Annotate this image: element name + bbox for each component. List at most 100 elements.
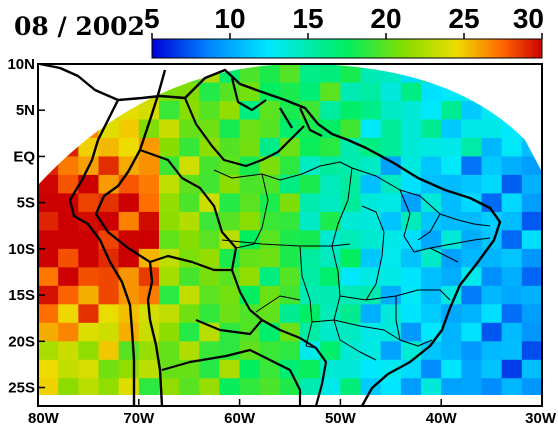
colorbar-ticks <box>151 33 543 39</box>
heatmap-cell <box>138 341 160 361</box>
heatmap-cell <box>461 156 483 176</box>
longitude-tick-label: 30W <box>525 410 557 427</box>
heatmap-cell <box>501 285 523 305</box>
heatmap-cell <box>239 156 261 176</box>
heatmap-cell <box>481 248 503 268</box>
heatmap-cell <box>320 174 341 195</box>
heatmap-cell <box>199 230 221 250</box>
heatmap-cell <box>78 322 100 342</box>
heatmap-cell <box>400 82 422 102</box>
heatmap-cell <box>421 304 442 324</box>
heatmap-cell <box>300 248 321 268</box>
heatmap-cell <box>239 193 261 213</box>
heatmap-cell <box>38 378 59 395</box>
heatmap-cell <box>58 230 79 250</box>
heatmap-cell <box>219 359 241 379</box>
heatmap-cell <box>300 211 321 231</box>
colorbar-tick-label: 20 <box>370 3 401 34</box>
heatmap-cell <box>138 119 160 139</box>
heatmap-cell <box>199 100 221 121</box>
heatmap-cell <box>320 137 341 158</box>
heatmap-cell <box>521 341 541 361</box>
heatmap-cell <box>481 359 503 379</box>
heatmap-cell <box>118 359 140 379</box>
heatmap-cell <box>158 174 180 195</box>
heatmap-cell <box>300 174 321 195</box>
heatmap-cell <box>300 267 321 287</box>
heatmap-cell <box>259 137 281 158</box>
heatmap-cell <box>400 359 422 379</box>
heatmap-cell <box>400 304 422 324</box>
heatmap-cell <box>219 193 241 213</box>
heatmap-cell <box>400 230 422 250</box>
heatmap-cell <box>521 304 541 324</box>
heatmap-cell <box>300 322 321 342</box>
heatmap-cell <box>199 378 221 395</box>
heatmap-cell <box>199 82 221 102</box>
heatmap-cell <box>320 156 341 176</box>
heatmap-cell <box>320 267 341 287</box>
heatmap-cell <box>320 230 341 250</box>
heatmap-cell <box>300 64 321 84</box>
heatmap-cell <box>138 359 160 379</box>
heatmap-cell <box>421 267 442 287</box>
heatmap-cell <box>259 304 281 324</box>
heatmap-cell <box>58 285 79 305</box>
heatmap-cell <box>239 174 261 195</box>
heatmap-cell <box>340 248 362 268</box>
heatmap-cell <box>118 137 140 158</box>
heatmap-cell <box>259 100 281 121</box>
latitude-tick-label: 25S <box>8 380 35 397</box>
heatmap-cell <box>380 193 402 213</box>
colorbar-tick-label: 30 <box>513 3 544 34</box>
heatmap-cell <box>441 156 462 176</box>
heatmap-cell <box>340 230 362 250</box>
heatmap-cell <box>259 267 281 287</box>
heatmap-cell <box>340 341 362 361</box>
heatmap-cell <box>58 378 79 395</box>
heatmap-cell <box>340 322 362 342</box>
heatmap-cell <box>421 100 442 121</box>
heatmap-cell <box>158 378 180 395</box>
heatmap-cell <box>259 341 281 361</box>
latitude-tick-label: 5S <box>17 195 35 212</box>
heatmap-cell <box>279 137 301 158</box>
heatmap-cell <box>360 211 382 231</box>
heatmap-cell <box>98 267 120 287</box>
heatmap-cell <box>279 193 301 213</box>
heatmap-cell <box>259 64 281 84</box>
heatmap-cell <box>98 137 120 158</box>
heatmap-cell <box>259 230 281 250</box>
heatmap-cell <box>461 304 483 324</box>
heatmap-cell <box>360 230 382 250</box>
heatmap-cell <box>400 285 422 305</box>
heatmap-cell <box>98 230 120 250</box>
heatmap-cell <box>300 100 321 121</box>
heatmap-cell <box>239 137 261 158</box>
heatmap-cell <box>38 193 59 213</box>
heatmap-cell <box>279 230 301 250</box>
heatmap-cell <box>219 211 241 231</box>
heatmap-cell <box>138 193 160 213</box>
heatmap-cell <box>118 304 140 324</box>
heatmap-cell <box>98 322 120 342</box>
heatmap-cell <box>179 285 200 305</box>
heatmap-cell <box>219 267 241 287</box>
heatmap-cell <box>421 322 442 342</box>
heatmap-cell <box>521 248 541 268</box>
heatmap-cell <box>400 322 422 342</box>
heatmap-cell <box>461 285 483 305</box>
heatmap-cell <box>360 82 382 102</box>
heatmap-cell <box>158 230 180 250</box>
heatmap-cell <box>421 137 442 158</box>
heatmap-cell <box>441 193 462 213</box>
heatmap-cell <box>219 248 241 268</box>
heatmap-cell <box>38 341 59 361</box>
heatmap-cell <box>259 378 281 395</box>
continent-outline <box>39 64 502 406</box>
heatmap-cell <box>118 378 140 395</box>
heatmap-cell <box>118 341 140 361</box>
heatmap-cell <box>461 359 483 379</box>
heatmap-cell <box>78 341 100 361</box>
heatmap-cell <box>179 304 200 324</box>
